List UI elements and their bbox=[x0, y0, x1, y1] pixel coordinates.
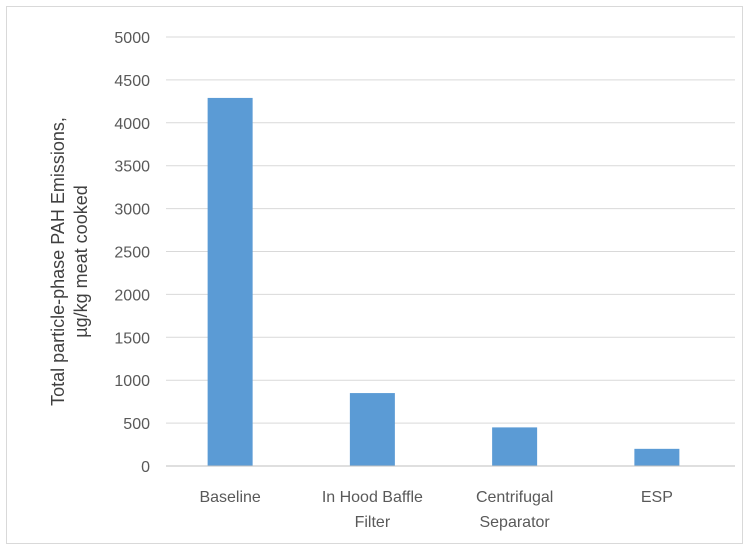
x-tick-label: Separator bbox=[479, 514, 550, 531]
y-tick-label: 5000 bbox=[114, 30, 150, 47]
y-tick-label: 500 bbox=[123, 416, 150, 433]
x-axis-tick-labels: Baseline In Hood Baffle Filter Centrifugal S… bbox=[199, 489, 672, 531]
y-tick-label: 2500 bbox=[114, 245, 150, 262]
y-tick-label: 3500 bbox=[114, 159, 150, 176]
y-tick-label: 2000 bbox=[114, 287, 150, 304]
y-axis-tick-labels: 0 500 1000 1500 2000 2500 3000 3500 4000 4500 5000 bbox=[114, 30, 150, 476]
gridlines bbox=[166, 36, 735, 424]
x-tick-label: Centrifugal bbox=[476, 489, 553, 506]
y-axis-title-line: Total particle-phase PAH Emissions, bbox=[48, 117, 68, 406]
bar bbox=[349, 393, 395, 466]
bar bbox=[207, 97, 253, 466]
y-tick-label: 4000 bbox=[114, 116, 150, 133]
bar bbox=[492, 427, 538, 466]
y-tick-label: 1000 bbox=[114, 373, 150, 390]
bar bbox=[634, 448, 680, 466]
y-tick-label: 3000 bbox=[114, 202, 150, 219]
y-axis-title-line: µg/kg meat cooked bbox=[71, 185, 91, 337]
x-tick-label: Baseline bbox=[199, 489, 260, 506]
y-tick-label: 0 bbox=[141, 459, 150, 476]
bars bbox=[207, 97, 680, 466]
y-tick-label: 4500 bbox=[114, 73, 150, 90]
x-tick-label: ESP bbox=[641, 489, 673, 506]
x-tick-label: Filter bbox=[355, 514, 391, 531]
x-tick-label: In Hood Baffle bbox=[322, 489, 423, 506]
y-tick-label: 1500 bbox=[114, 330, 150, 347]
y-axis-title: Total particle-phase PAH Emissions, µg/kg… bbox=[48, 117, 91, 406]
